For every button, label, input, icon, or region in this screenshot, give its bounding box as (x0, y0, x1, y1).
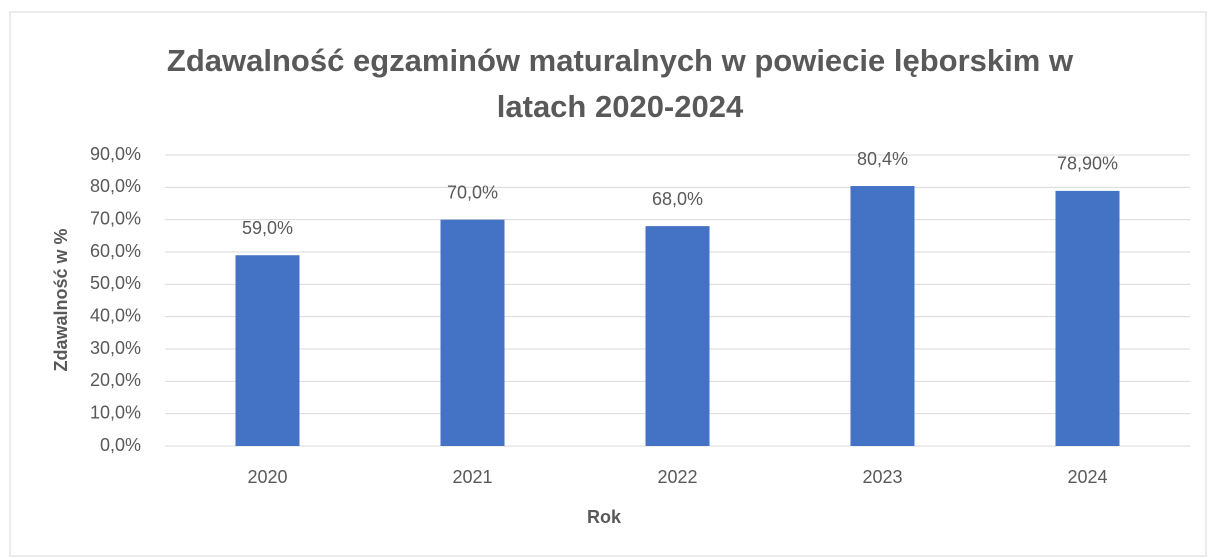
y-tick-label: 50,0% (90, 273, 141, 293)
y-tick-label: 30,0% (90, 338, 141, 358)
y-tick-label: 80,0% (90, 176, 141, 196)
y-tick-label: 10,0% (90, 402, 141, 422)
bar (440, 219, 505, 446)
x-tick-label: 2020 (247, 467, 287, 487)
bar (850, 186, 915, 447)
y-tick-label: 90,0% (90, 144, 141, 164)
y-axis-label: Zdawalność w % (51, 228, 71, 371)
x-tick-label: 2023 (862, 467, 902, 487)
y-tick-label: 40,0% (90, 305, 141, 325)
chart-title: Zdawalność egzaminów maturalnych w powie… (166, 43, 1074, 124)
bar (1055, 190, 1120, 446)
y-tick-label: 0,0% (100, 435, 141, 455)
y-tick-label: 70,0% (90, 208, 141, 228)
x-tick-label: 2022 (657, 467, 697, 487)
x-tick-label: 2021 (452, 467, 492, 487)
data-label: 80,4% (857, 149, 908, 169)
bar (235, 255, 300, 446)
data-label: 59,0% (242, 218, 293, 238)
bar (645, 226, 710, 446)
data-label: 70,0% (447, 182, 498, 202)
y-tick-label: 20,0% (90, 370, 141, 390)
chart-border (9, 11, 1207, 557)
x-axis-label: Rok (587, 507, 622, 527)
data-label: 68,0% (652, 189, 703, 209)
data-label: 78,90% (1057, 154, 1118, 174)
y-tick-label: 60,0% (90, 241, 141, 261)
x-tick-label: 2024 (1067, 467, 1107, 487)
